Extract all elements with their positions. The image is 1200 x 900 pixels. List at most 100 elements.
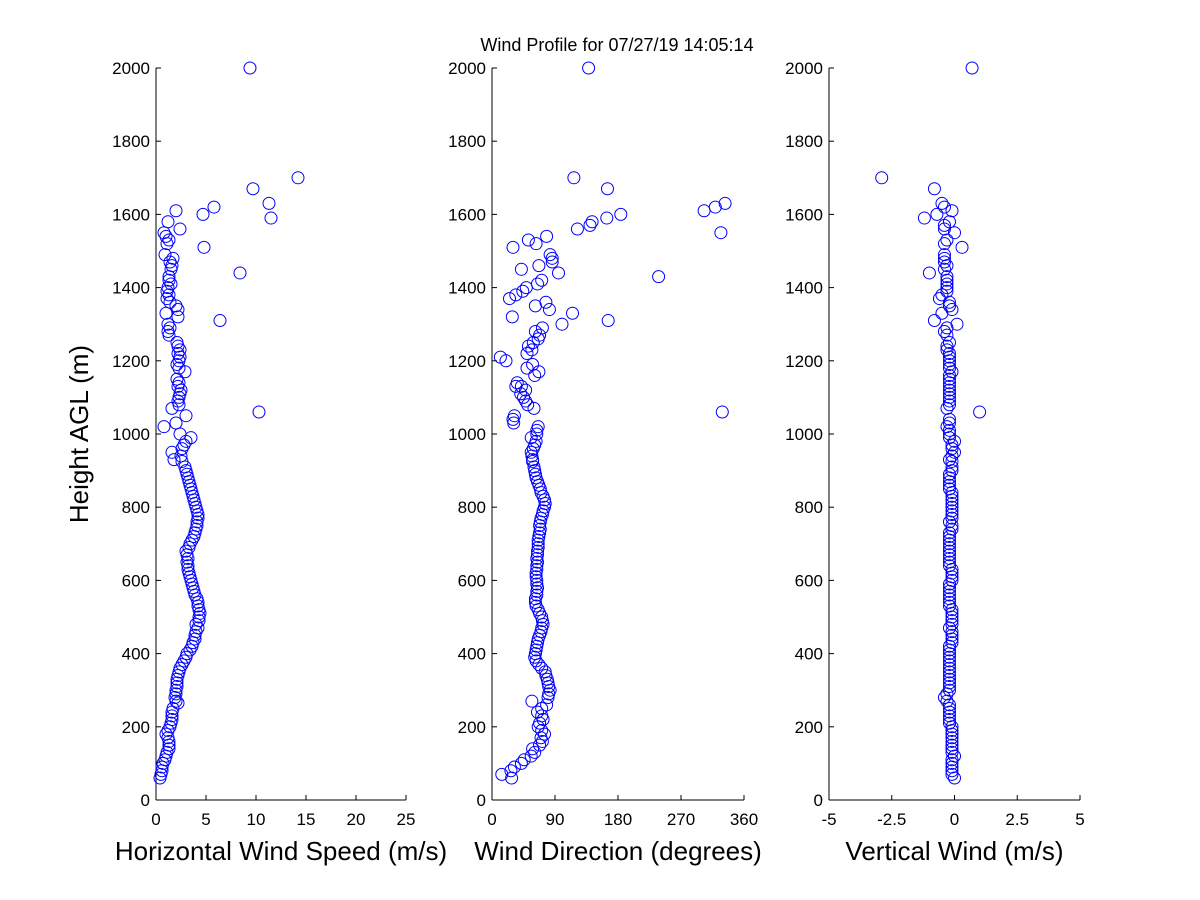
- data-point: [535, 702, 549, 715]
- x-axis-label: Horizontal Wind Speed (m/s): [115, 836, 447, 866]
- data-point: [942, 427, 956, 441]
- y-axis-label: Height AGL (m): [64, 345, 94, 523]
- data-point: [942, 555, 956, 569]
- data-point: [161, 215, 175, 229]
- data-point: [162, 288, 176, 302]
- data-point: [942, 621, 956, 635]
- data-point: [159, 727, 173, 741]
- data-point: [937, 222, 951, 236]
- x-tick-label: 5: [201, 810, 210, 829]
- x-tick-label: 2.5: [1005, 810, 1029, 829]
- data-point: [942, 661, 956, 675]
- data-point: [942, 336, 956, 349]
- y-tick-label: 1800: [112, 132, 150, 151]
- data-point: [942, 676, 956, 690]
- data-point: [533, 716, 547, 730]
- data-point: [940, 270, 954, 284]
- data-point: [525, 694, 539, 708]
- data-point: [179, 544, 193, 558]
- series-vertical: [875, 61, 987, 785]
- data-point: [948, 445, 961, 459]
- data-point: [175, 442, 189, 456]
- data-point: [945, 504, 959, 518]
- y-tick-label: 800: [458, 498, 486, 517]
- data-point: [538, 727, 551, 741]
- data-point: [169, 204, 183, 218]
- data-point: [566, 306, 579, 320]
- y-tick-label: 200: [795, 718, 823, 737]
- data-point: [521, 233, 535, 247]
- y-tick-label: 0: [141, 791, 150, 810]
- data-point: [942, 669, 956, 683]
- data-point: [955, 240, 969, 254]
- data-point: [528, 368, 542, 382]
- data-point: [514, 262, 528, 276]
- data-point: [504, 764, 518, 778]
- y-tick-label: 0: [477, 791, 486, 810]
- data-point: [948, 226, 961, 240]
- data-point: [942, 551, 956, 565]
- data-point: [161, 281, 175, 295]
- data-point: [262, 196, 276, 210]
- data-point: [172, 361, 186, 375]
- y-tick-label: 400: [795, 645, 823, 664]
- data-point: [927, 314, 941, 328]
- data-point: [531, 540, 545, 554]
- data-point: [532, 259, 546, 273]
- data-point: [173, 661, 187, 675]
- data-point: [945, 508, 959, 522]
- data-point: [942, 658, 956, 672]
- data-point: [173, 350, 187, 364]
- data-point: [942, 423, 956, 437]
- data-point: [530, 562, 544, 576]
- data-point: [517, 753, 531, 767]
- y-tick-label: 600: [458, 571, 486, 590]
- data-point: [530, 588, 544, 602]
- data-point: [945, 573, 959, 587]
- data-point: [945, 522, 959, 536]
- data-point: [945, 767, 959, 781]
- data-point: [535, 709, 549, 723]
- data-point: [965, 61, 979, 75]
- data-point: [555, 317, 569, 331]
- data-point: [945, 511, 959, 525]
- data-point: [927, 182, 941, 196]
- data-point: [189, 617, 203, 631]
- y-tick-label: 1400: [112, 279, 150, 298]
- y-tick-label: 600: [122, 571, 150, 590]
- data-point: [942, 680, 956, 694]
- data-point: [937, 200, 951, 214]
- data-point: [213, 314, 227, 328]
- data-point: [942, 372, 956, 386]
- data-point: [531, 705, 544, 719]
- data-point: [540, 698, 554, 712]
- data-point: [539, 295, 553, 309]
- data-point: [945, 497, 959, 511]
- data-point: [942, 716, 956, 730]
- data-point: [930, 207, 944, 221]
- data-point: [942, 398, 956, 412]
- data-point: [945, 738, 959, 752]
- data-point: [935, 196, 949, 210]
- data-point: [159, 306, 173, 320]
- y-tick-label: 1200: [785, 352, 823, 371]
- x-tick-label: 5: [1075, 810, 1084, 829]
- x-axis-label: Wind Direction (degrees): [474, 836, 762, 866]
- data-point: [517, 390, 530, 404]
- data-point: [233, 266, 247, 280]
- panel-vertical: 0 200 400 600 800 1000 1200 1400 1600 1800 2000 -5 -…: [785, 59, 1085, 866]
- x-tick-label: 10: [247, 810, 266, 829]
- data-point: [942, 544, 956, 558]
- x-tick-label: 0: [487, 810, 496, 829]
- data-point: [243, 61, 257, 75]
- x-tick-label: 180: [604, 810, 632, 829]
- data-point: [252, 405, 266, 419]
- data-point: [514, 756, 528, 770]
- data-point: [170, 357, 184, 371]
- data-point: [493, 350, 507, 364]
- data-point: [945, 617, 959, 631]
- data-point: [940, 281, 954, 295]
- data-point: [173, 222, 187, 236]
- data-point: [945, 614, 959, 628]
